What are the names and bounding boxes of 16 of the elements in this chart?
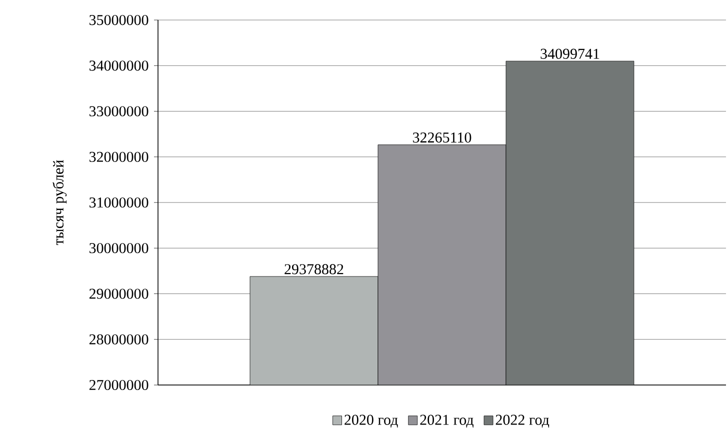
y-tick-label: 29000000 (89, 288, 148, 299)
data-label: 29378882 (284, 264, 344, 274)
y-tick-label: 32000000 (90, 152, 148, 162)
y-tick-label: 33000000 (90, 106, 148, 116)
y-tick-label: 30000000 (90, 243, 148, 254)
y-tick-label: 28000000 (89, 334, 148, 344)
legend-label: 2022 год (496, 414, 550, 428)
y-tick-label: 35000000 (90, 14, 148, 26)
y-tick-label: 31000000 (90, 197, 148, 208)
data-label: 34099741 (540, 48, 600, 59)
data-label: 32265110 (413, 132, 472, 143)
legend-label: 2020 год (344, 414, 398, 428)
y-axis-title: тысяч рублей (52, 160, 67, 246)
y-tick-label: 34000000 (90, 60, 148, 71)
legend-label: 2021 год (420, 414, 474, 428)
y-tick-label: 27000000 (89, 380, 148, 390)
